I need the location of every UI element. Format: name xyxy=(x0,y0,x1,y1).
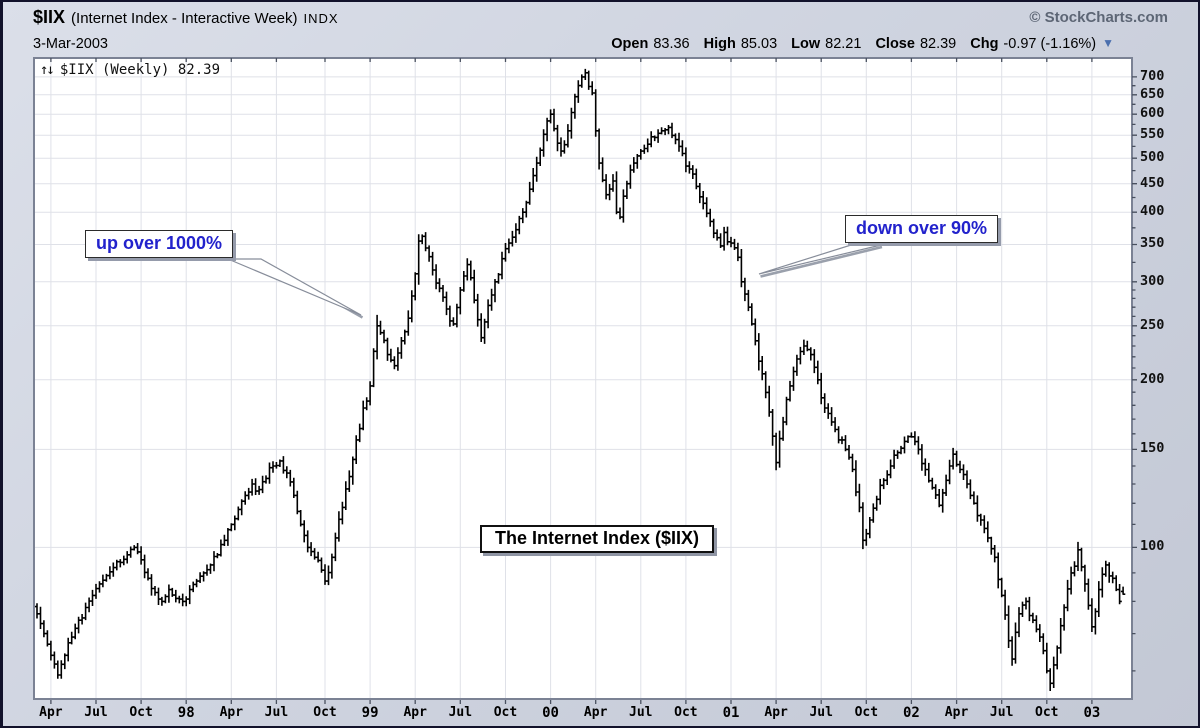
y-axis-label: 400 xyxy=(1140,203,1165,220)
plot-area xyxy=(33,57,1133,700)
callout-up-over-1000: up over 1000% xyxy=(85,230,234,258)
x-axis-month-label: Jul xyxy=(809,705,833,720)
x-axis-month-label: Apr xyxy=(403,705,427,720)
x-axis-year-label: 98 xyxy=(177,705,195,721)
axis-ticks xyxy=(50,58,1137,704)
open-label: Open xyxy=(611,36,649,52)
chart-legend: ↑↓ $IIX (Weekly) 82.39 xyxy=(40,62,220,78)
exchange-label: INDX xyxy=(303,11,339,26)
y-axis-label: 250 xyxy=(1140,316,1165,333)
close-label: Close xyxy=(875,36,915,52)
open-value: 83.36 xyxy=(653,36,690,52)
x-axis-month-label: Apr xyxy=(39,705,63,720)
y-axis-label: 700 xyxy=(1140,67,1165,84)
y-axis-label: 550 xyxy=(1140,126,1165,143)
x-axis-month-label: Apr xyxy=(219,705,244,720)
chart-header: $IIX (Internet Index - Interactive Week) I… xyxy=(33,7,1170,31)
down-triangle-icon: ▼ xyxy=(1102,36,1114,50)
ohlc-bars xyxy=(34,68,1126,691)
low-label: Low xyxy=(791,36,821,52)
x-axis-month-label: Oct xyxy=(1035,705,1059,720)
plot-border xyxy=(33,57,1133,700)
x-axis-year-label: 01 xyxy=(722,705,740,721)
x-axis-month-label: Apr xyxy=(764,705,788,720)
legend-text: $IIX (Weekly) 82.39 xyxy=(59,62,221,78)
x-axis-month-label: Jul xyxy=(264,705,289,720)
chg-value: -0.97 (-1.16%) xyxy=(1003,36,1097,52)
x-axis-year-label: 02 xyxy=(903,705,920,721)
close-value: 82.39 xyxy=(919,36,957,52)
y-axis-label: 350 xyxy=(1140,235,1165,252)
y-axis-label: 300 xyxy=(1140,272,1165,289)
y-axis-label: 450 xyxy=(1140,174,1165,191)
x-axis-year-label: 99 xyxy=(361,705,379,721)
x-axis-month-label: Jul xyxy=(989,705,1014,720)
low-value: 82.21 xyxy=(825,36,862,52)
x-axis-year-label: 03 xyxy=(1083,705,1101,721)
chg-label: Chg xyxy=(970,36,999,52)
price-chart-svg xyxy=(33,57,1137,704)
x-axis-month-label: Oct xyxy=(313,705,337,720)
symbol-label: $IIX xyxy=(33,7,66,27)
x-axis-month-label: Jul xyxy=(629,705,653,720)
callout-down-over-90: down over 90% xyxy=(845,215,999,243)
x-axis-month-label: Apr xyxy=(583,705,608,720)
stockcharts-credit: © StockCharts.com xyxy=(1029,9,1168,26)
callout-down-text: down over 90% xyxy=(856,218,988,238)
high-label: High xyxy=(703,36,736,52)
callout-down-pointer xyxy=(758,244,882,275)
ohlc-quote: Open 83.36 High 85.03 Low 82.21 Close 82.39 Chg -… xyxy=(611,36,1114,52)
y-axis-label: 600 xyxy=(1140,105,1165,122)
x-axis-month-label: Oct xyxy=(854,705,879,720)
x-axis-month-label: Oct xyxy=(129,705,153,720)
updown-arrows-icon: ↑↓ xyxy=(40,62,55,78)
y-axis-label: 650 xyxy=(1140,85,1165,102)
quote-bar: 3-Mar-2003 Open 83.36 High 85.03 Low 82.21 Clo… xyxy=(33,34,1170,56)
callout-up-pointer xyxy=(227,258,362,316)
y-axis-label: 150 xyxy=(1140,440,1165,457)
chart-title-text: The Internet Index ($IIX) xyxy=(495,528,700,548)
callout-down-pointer-shadow xyxy=(760,245,883,278)
y-axis-label: 200 xyxy=(1140,370,1165,387)
x-axis-month-label: Oct xyxy=(674,705,698,720)
y-axis-label: 100 xyxy=(1140,538,1165,555)
x-axis-month-label: Oct xyxy=(493,705,518,720)
chart-title-box: The Internet Index ($IIX) xyxy=(480,525,715,553)
x-axis-month-label: Apr xyxy=(944,705,969,720)
high-value: 85.03 xyxy=(740,36,778,52)
x-axis-month-label: Jul xyxy=(84,705,108,720)
quote-date: 3-Mar-2003 xyxy=(33,36,108,52)
symbol-fullname: (Internet Index - Interactive Week) xyxy=(71,10,298,27)
gridlines xyxy=(34,58,1132,699)
x-axis-year-label: 00 xyxy=(542,705,559,721)
x-axis-month-label: Jul xyxy=(448,705,473,720)
y-axis-label: 500 xyxy=(1140,149,1165,166)
callout-up-text: up over 1000% xyxy=(96,233,223,253)
